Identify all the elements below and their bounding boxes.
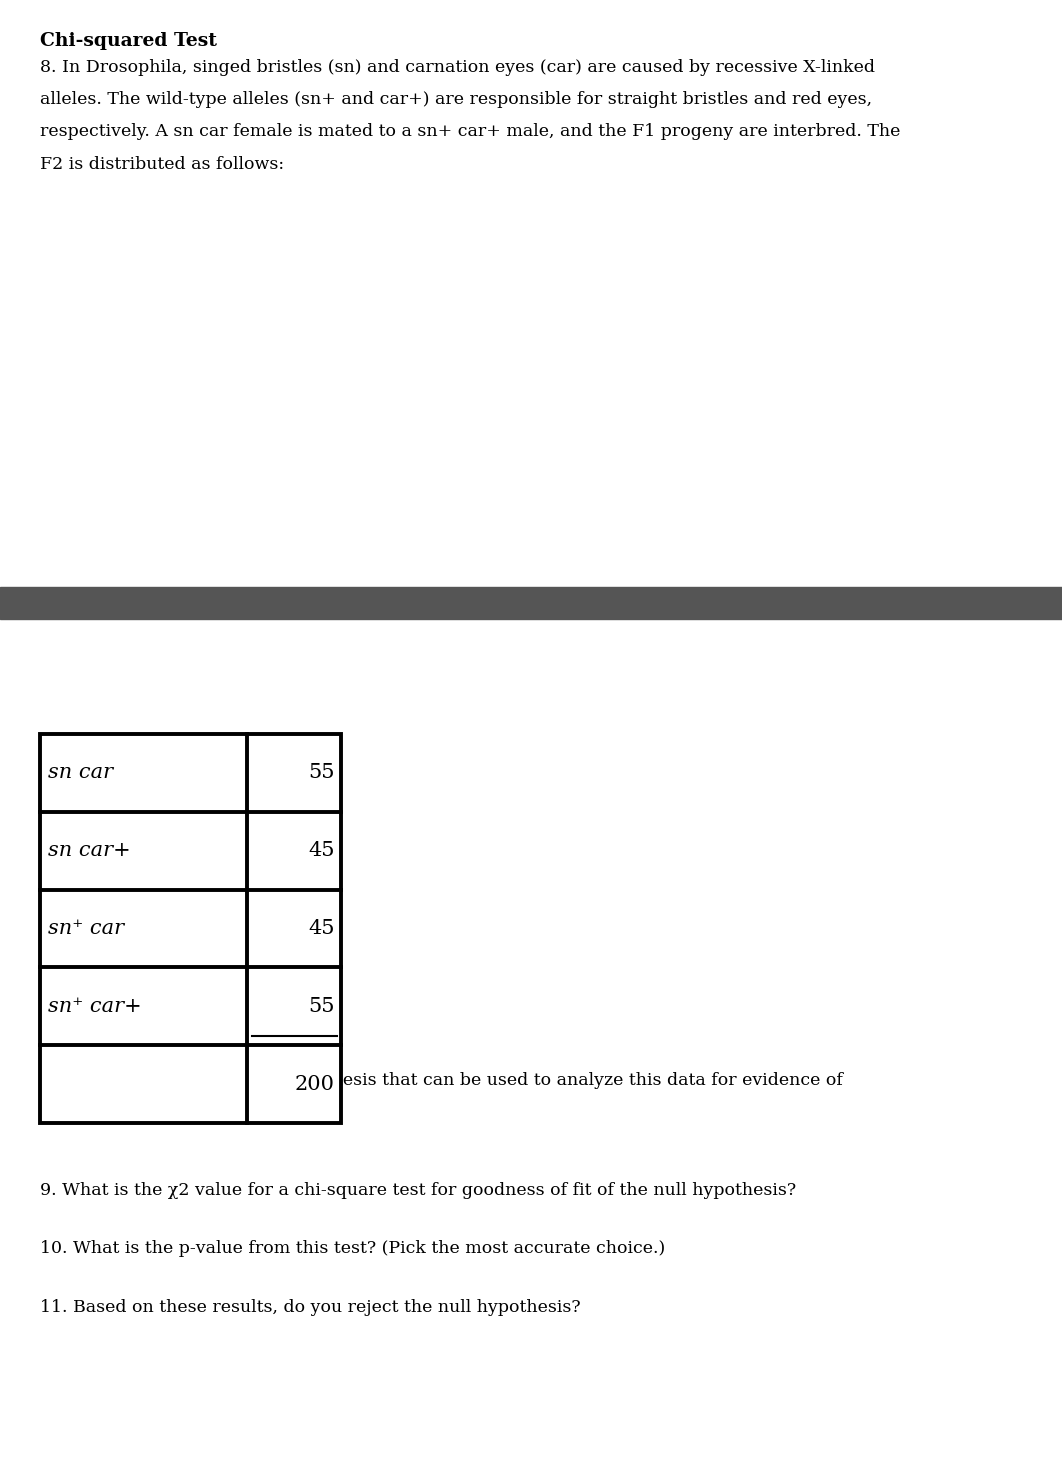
Text: F2 is distributed as follows:: F2 is distributed as follows: [40, 156, 285, 173]
Text: 45: 45 [308, 841, 335, 860]
Bar [40, 734, 341, 1123]
Text: 55: 55 [308, 763, 335, 782]
Text: sn car: sn car [48, 763, 113, 782]
Text: sn car+: sn car+ [48, 841, 131, 860]
Text: Create a one-sentence null hypothesis that can be used to analyze this data for : Create a one-sentence null hypothesis th… [40, 1072, 843, 1089]
Text: respectively. A sn car female is mated to a sn+ car+ male, and the F1 progeny ar: respectively. A sn car female is mated t… [40, 123, 901, 141]
Text: sn⁺ car+: sn⁺ car+ [48, 997, 141, 1016]
Bar [0, 587, 1062, 619]
Text: 9. What is the χ2 value for a chi-square test for goodness of fit of the null hy: 9. What is the χ2 value for a chi-square… [40, 1182, 796, 1199]
Text: linkage between sn and car.: linkage between sn and car. [40, 1104, 287, 1122]
Text: 8. In Drosophila, singed bristles (sn) and carnation eyes (car) are caused by re: 8. In Drosophila, singed bristles (sn) a… [40, 59, 875, 76]
Text: 45: 45 [308, 919, 335, 938]
Text: 55: 55 [308, 997, 335, 1016]
Text: 200: 200 [294, 1075, 335, 1094]
Text: 11. Based on these results, do you reject the null hypothesis?: 11. Based on these results, do you rejec… [40, 1299, 581, 1317]
Text: alleles. The wild-type alleles (sn+ and car+) are responsible for straight brist: alleles. The wild-type alleles (sn+ and … [40, 91, 873, 109]
Text: Chi-squared Test: Chi-squared Test [40, 32, 218, 50]
Text: sn⁺ car: sn⁺ car [48, 919, 124, 938]
Text: 10. What is the p-value from this test? (Pick the most accurate choice.): 10. What is the p-value from this test? … [40, 1240, 666, 1258]
